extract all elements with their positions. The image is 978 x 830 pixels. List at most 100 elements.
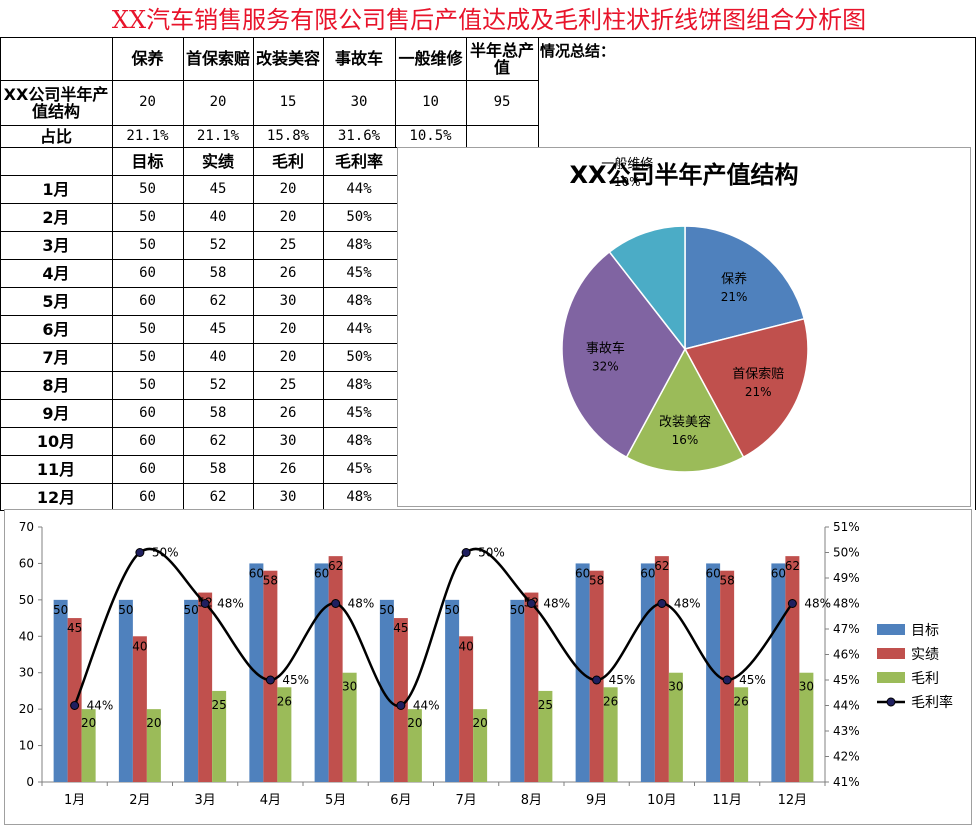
monthly-value-cell: 50: [139, 348, 156, 365]
pie-slice-label: 保养: [721, 271, 747, 287]
table-gridline: [0, 259, 397, 260]
summary-label: 情况总结：: [540, 42, 616, 60]
month-label: 12月: [36, 487, 76, 507]
structure-header-cell: 事故车: [334, 49, 383, 68]
y-right-tick-label: 49%: [833, 571, 860, 585]
bar-data-label: 62: [654, 559, 669, 573]
pie-slice-label: 事故车: [586, 341, 625, 357]
y-right-tick-label: 47%: [833, 622, 860, 636]
monthly-value-cell: 25: [279, 376, 297, 393]
bar-实绩: [67, 618, 82, 782]
bar-data-label: 26: [733, 694, 748, 708]
line-point: [461, 548, 471, 557]
x-tick-label: 3月: [194, 793, 215, 808]
pie-slice: [561, 250, 686, 459]
bar-实绩: [654, 556, 669, 782]
pie-slice-label: 首保索赔: [732, 367, 784, 382]
pie-title: XX公司半年产值结构: [569, 161, 798, 189]
structure-header-cell: 半年总产值: [469, 40, 534, 77]
legend-label: 实绩: [911, 647, 939, 663]
bar-实绩: [459, 636, 474, 782]
x-tick-label: 8月: [521, 793, 542, 808]
monthly-value-cell: 50: [139, 320, 156, 337]
x-tick-label: 7月: [455, 793, 476, 808]
line-point: [787, 599, 797, 608]
month-label: 10月: [36, 431, 76, 451]
monthly-value-cell: 45: [209, 320, 227, 337]
line-data-label: 45%: [609, 673, 636, 687]
y-left-tick-label: 20: [19, 702, 34, 716]
ratio-row-label: 占比: [39, 126, 72, 146]
bar-目标: [53, 599, 68, 782]
pie-slice: [625, 347, 745, 473]
bar-data-label: 30: [799, 680, 814, 694]
monthly-value-cell: 30: [279, 292, 297, 309]
pie-percent-label: 16%: [672, 433, 699, 447]
y-right-tick-label: 44%: [833, 699, 860, 713]
monthly-value-cell: 58: [209, 404, 227, 421]
table-gridline: [0, 371, 397, 372]
line-point: [135, 548, 145, 557]
bar-data-label: 45: [393, 621, 408, 635]
y-right-tick-label: 42%: [833, 750, 860, 764]
monthly-value-cell: 26: [279, 460, 297, 477]
combo-chart-panel[interactable]: 0 10 20 30 40 50 60 70 41% 42% 43% 44% 45% 46% 47% 48% 4…: [4, 509, 972, 825]
monthly-value-cell: 58: [209, 460, 227, 477]
x-tick-label: 5月: [325, 793, 346, 808]
bar-data-label: 40: [458, 639, 473, 653]
monthly-value-cell: 44%: [346, 180, 372, 197]
line-data-label: 48%: [217, 597, 244, 611]
legend-marker: [886, 697, 896, 707]
table-gridline: [538, 37, 539, 147]
bar-目标: [510, 599, 525, 782]
pie-percent-label: 21%: [721, 290, 748, 304]
table-gridline: [0, 455, 397, 456]
bar-data-label: 25: [538, 698, 553, 712]
monthly-value-cell: 44%: [346, 320, 372, 337]
monthly-value-cell: 50: [139, 180, 156, 197]
bar-data-label: 60: [575, 566, 590, 580]
bar-毛利: [799, 672, 814, 782]
bar-data-label: 45: [67, 621, 82, 635]
monthly-value-cell: 20: [279, 180, 297, 197]
monthly-value-cell: 20: [279, 208, 297, 225]
month-label: 2月: [42, 207, 70, 227]
structure-header-cell: 改装美容: [255, 49, 320, 68]
monthly-value-cell: 40: [209, 348, 227, 365]
table-gridline: [466, 37, 467, 147]
bar-毛利: [277, 687, 292, 782]
monthly-header-cell: 毛利: [271, 151, 304, 171]
bar-data-label: 60: [249, 566, 264, 580]
monthly-value-cell: 30: [279, 488, 297, 505]
x-tick-label: 6月: [390, 793, 411, 808]
pie-slice: [683, 317, 809, 459]
monthly-value-cell: 45%: [346, 460, 372, 477]
table-gridline: [0, 80, 538, 81]
pie-chart-panel[interactable]: XX公司半年产值结构 保养 21% 首保索赔 21% 改装美容 16% 事故车 32% 一般维修 1…: [397, 147, 971, 507]
combo-chart: 01020304050607041%42%43%44%45%46%47%48%4…: [19, 520, 953, 808]
x-tick-label: 4月: [260, 793, 281, 808]
month-label: 4月: [42, 263, 70, 283]
y-right-tick-label: 48%: [833, 597, 860, 611]
table-gridline: [975, 37, 976, 510]
bar-data-label: 60: [314, 566, 329, 580]
table-gridline: [0, 203, 397, 204]
monthly-value-cell: 20: [279, 320, 297, 337]
y-left-tick-label: 60: [19, 556, 34, 570]
structure-header-cell: 首保索赔: [185, 49, 250, 68]
monthly-value-cell: 58: [209, 264, 227, 281]
month-label: 9月: [42, 403, 70, 423]
monthly-value-cell: 62: [209, 292, 227, 309]
y-left-tick-label: 30: [19, 666, 34, 680]
line-point: [396, 701, 406, 710]
pie-percent-label: 21%: [745, 385, 772, 399]
bar-data-label: 26: [603, 694, 618, 708]
structure-header-cell: 一般维修: [398, 49, 463, 68]
monthly-value-cell: 60: [139, 264, 156, 281]
line-data-label: 45%: [282, 673, 309, 687]
table-gridline: [0, 287, 397, 288]
monthly-value-cell: 60: [139, 488, 156, 505]
bar-毛利: [668, 672, 683, 782]
table-gridline: [0, 37, 1, 510]
table-gridline: [0, 399, 397, 400]
